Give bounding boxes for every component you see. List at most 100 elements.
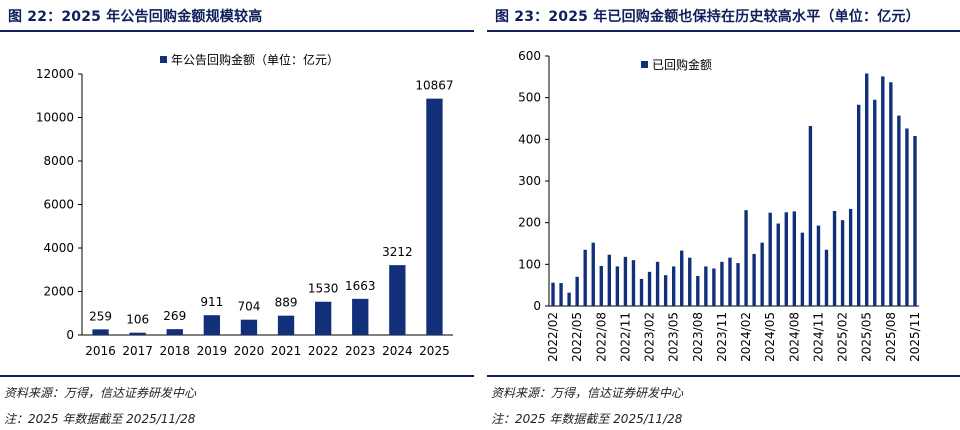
bar bbox=[856, 104, 861, 306]
x-tick-label: 2025/11 bbox=[908, 312, 922, 362]
bar bbox=[800, 232, 805, 306]
x-tick-label: 2023/11 bbox=[715, 312, 729, 362]
x-tick-label: 2020 bbox=[234, 344, 265, 358]
x-tick-label: 2022 bbox=[308, 344, 339, 358]
bar bbox=[639, 278, 644, 306]
legend-swatch bbox=[641, 61, 648, 68]
bar bbox=[663, 275, 668, 306]
bar bbox=[784, 212, 788, 306]
figure-title: 图 22：2025 年公告回购金额规模较高 bbox=[8, 9, 263, 25]
bar bbox=[816, 225, 821, 306]
bar-value-label: 889 bbox=[275, 296, 298, 310]
bar-value-label: 3212 bbox=[382, 245, 413, 259]
bar bbox=[848, 208, 853, 306]
x-tick-label: 2018 bbox=[159, 344, 190, 358]
y-tick-label: 300 bbox=[518, 174, 541, 188]
bar bbox=[352, 298, 369, 335]
bar bbox=[696, 276, 700, 306]
bar bbox=[840, 220, 845, 306]
bar bbox=[203, 315, 221, 335]
bar-value-label: 1663 bbox=[345, 279, 376, 293]
bar-value-label: 106 bbox=[126, 313, 149, 327]
bar bbox=[712, 268, 716, 306]
bar-value-label: 269 bbox=[163, 309, 186, 323]
figure-title: 图 23：2025 年已回购金额也保持在历史较高水平（单位：亿元） bbox=[495, 9, 920, 25]
bar bbox=[551, 282, 555, 306]
y-tick-label: 100 bbox=[518, 257, 541, 271]
x-tick-label: 2016 bbox=[85, 344, 116, 358]
data-cutoff-note: 注：2025 年数据截至 2025/11/28 bbox=[4, 412, 196, 426]
bar bbox=[704, 266, 708, 306]
bar bbox=[720, 261, 724, 306]
bar bbox=[905, 128, 909, 306]
x-tick-label: 2025 bbox=[419, 344, 450, 358]
y-tick-label: 6000 bbox=[43, 198, 74, 212]
bar bbox=[768, 212, 772, 306]
executed-buyback-bar-chart: 0 100 200 300 400 500 600 2022/02 2022/05 2022/08… bbox=[518, 49, 922, 362]
x-tick-label: 2022/05 bbox=[570, 312, 584, 362]
bar bbox=[631, 260, 636, 306]
y-tick-label: 12000 bbox=[36, 67, 74, 81]
right-figure-panel: 图 23：2025 年已回购金额也保持在历史较高水平（单位：亿元） 0 100 20… bbox=[487, 0, 960, 430]
bar bbox=[824, 249, 829, 306]
bar bbox=[808, 126, 813, 306]
x-tick-label: 2024/05 bbox=[763, 312, 777, 362]
bar bbox=[865, 73, 869, 306]
x-tick-label: 2024/11 bbox=[811, 312, 825, 362]
y-tick-label: 400 bbox=[518, 132, 541, 146]
x-tick-label: 2022/08 bbox=[594, 312, 608, 362]
bar bbox=[776, 223, 780, 306]
bar bbox=[873, 99, 877, 306]
bar bbox=[129, 332, 146, 335]
x-tick-label: 2025/05 bbox=[860, 312, 874, 362]
bar bbox=[744, 210, 748, 306]
data-cutoff-note: 注：2025 年数据截至 2025/11/28 bbox=[491, 412, 683, 426]
bar bbox=[591, 242, 595, 306]
bar bbox=[166, 329, 183, 335]
bar bbox=[599, 266, 603, 306]
y-tick-label: 4000 bbox=[43, 241, 74, 255]
x-tick-label: 2022/11 bbox=[618, 312, 632, 362]
y-tick-label: 0 bbox=[66, 328, 74, 342]
x-tick-label: 2023/05 bbox=[667, 312, 681, 362]
source-note: 资料来源：万得，信达证券研发中心 bbox=[491, 386, 684, 400]
bar bbox=[728, 257, 732, 306]
x-tick-label: 2019 bbox=[197, 344, 228, 358]
bar bbox=[583, 249, 587, 306]
bar bbox=[760, 242, 764, 306]
left-figure-panel: 图 22：2025 年公告回购金额规模较高 0 2000 4000 6000 8000 1… bbox=[0, 0, 474, 430]
title-divider bbox=[487, 30, 960, 32]
source-note: 资料来源：万得，信达证券研发中心 bbox=[4, 386, 197, 400]
x-tick-label: 2021 bbox=[271, 344, 302, 358]
bar bbox=[426, 98, 443, 335]
legend-label: 年公告回购金额（单位：亿元） bbox=[171, 52, 339, 67]
x-tick-label: 2025/08 bbox=[884, 312, 898, 362]
source-divider bbox=[0, 375, 474, 377]
x-tick-label: 2024/02 bbox=[739, 312, 753, 362]
bar bbox=[389, 265, 406, 335]
y-tick-label: 0 bbox=[533, 299, 541, 313]
x-tick-label: 2017 bbox=[122, 344, 153, 358]
bar bbox=[655, 261, 660, 306]
legend-label: 已回购金额 bbox=[652, 57, 712, 72]
bar bbox=[92, 329, 109, 335]
y-tick-label: 10000 bbox=[36, 111, 74, 125]
bar bbox=[736, 263, 740, 306]
bar bbox=[889, 82, 893, 306]
bar bbox=[832, 211, 837, 306]
y-tick-label: 600 bbox=[518, 49, 541, 63]
x-tick-label: 2023/08 bbox=[691, 312, 705, 362]
bar-value-label: 1530 bbox=[308, 282, 339, 296]
x-tick-label: 2022/02 bbox=[546, 312, 560, 362]
y-tick-label: 2000 bbox=[43, 285, 74, 299]
x-tick-label: 2025/02 bbox=[836, 312, 850, 362]
y-tick-label: 8000 bbox=[43, 154, 74, 168]
x-tick-label: 2023/02 bbox=[643, 312, 657, 362]
bar bbox=[671, 266, 676, 306]
bar bbox=[607, 254, 612, 306]
bar bbox=[277, 315, 295, 335]
bar bbox=[647, 271, 652, 306]
bar bbox=[688, 257, 692, 306]
x-tick-label: 2023 bbox=[345, 344, 376, 358]
bar-value-label: 704 bbox=[237, 300, 260, 314]
